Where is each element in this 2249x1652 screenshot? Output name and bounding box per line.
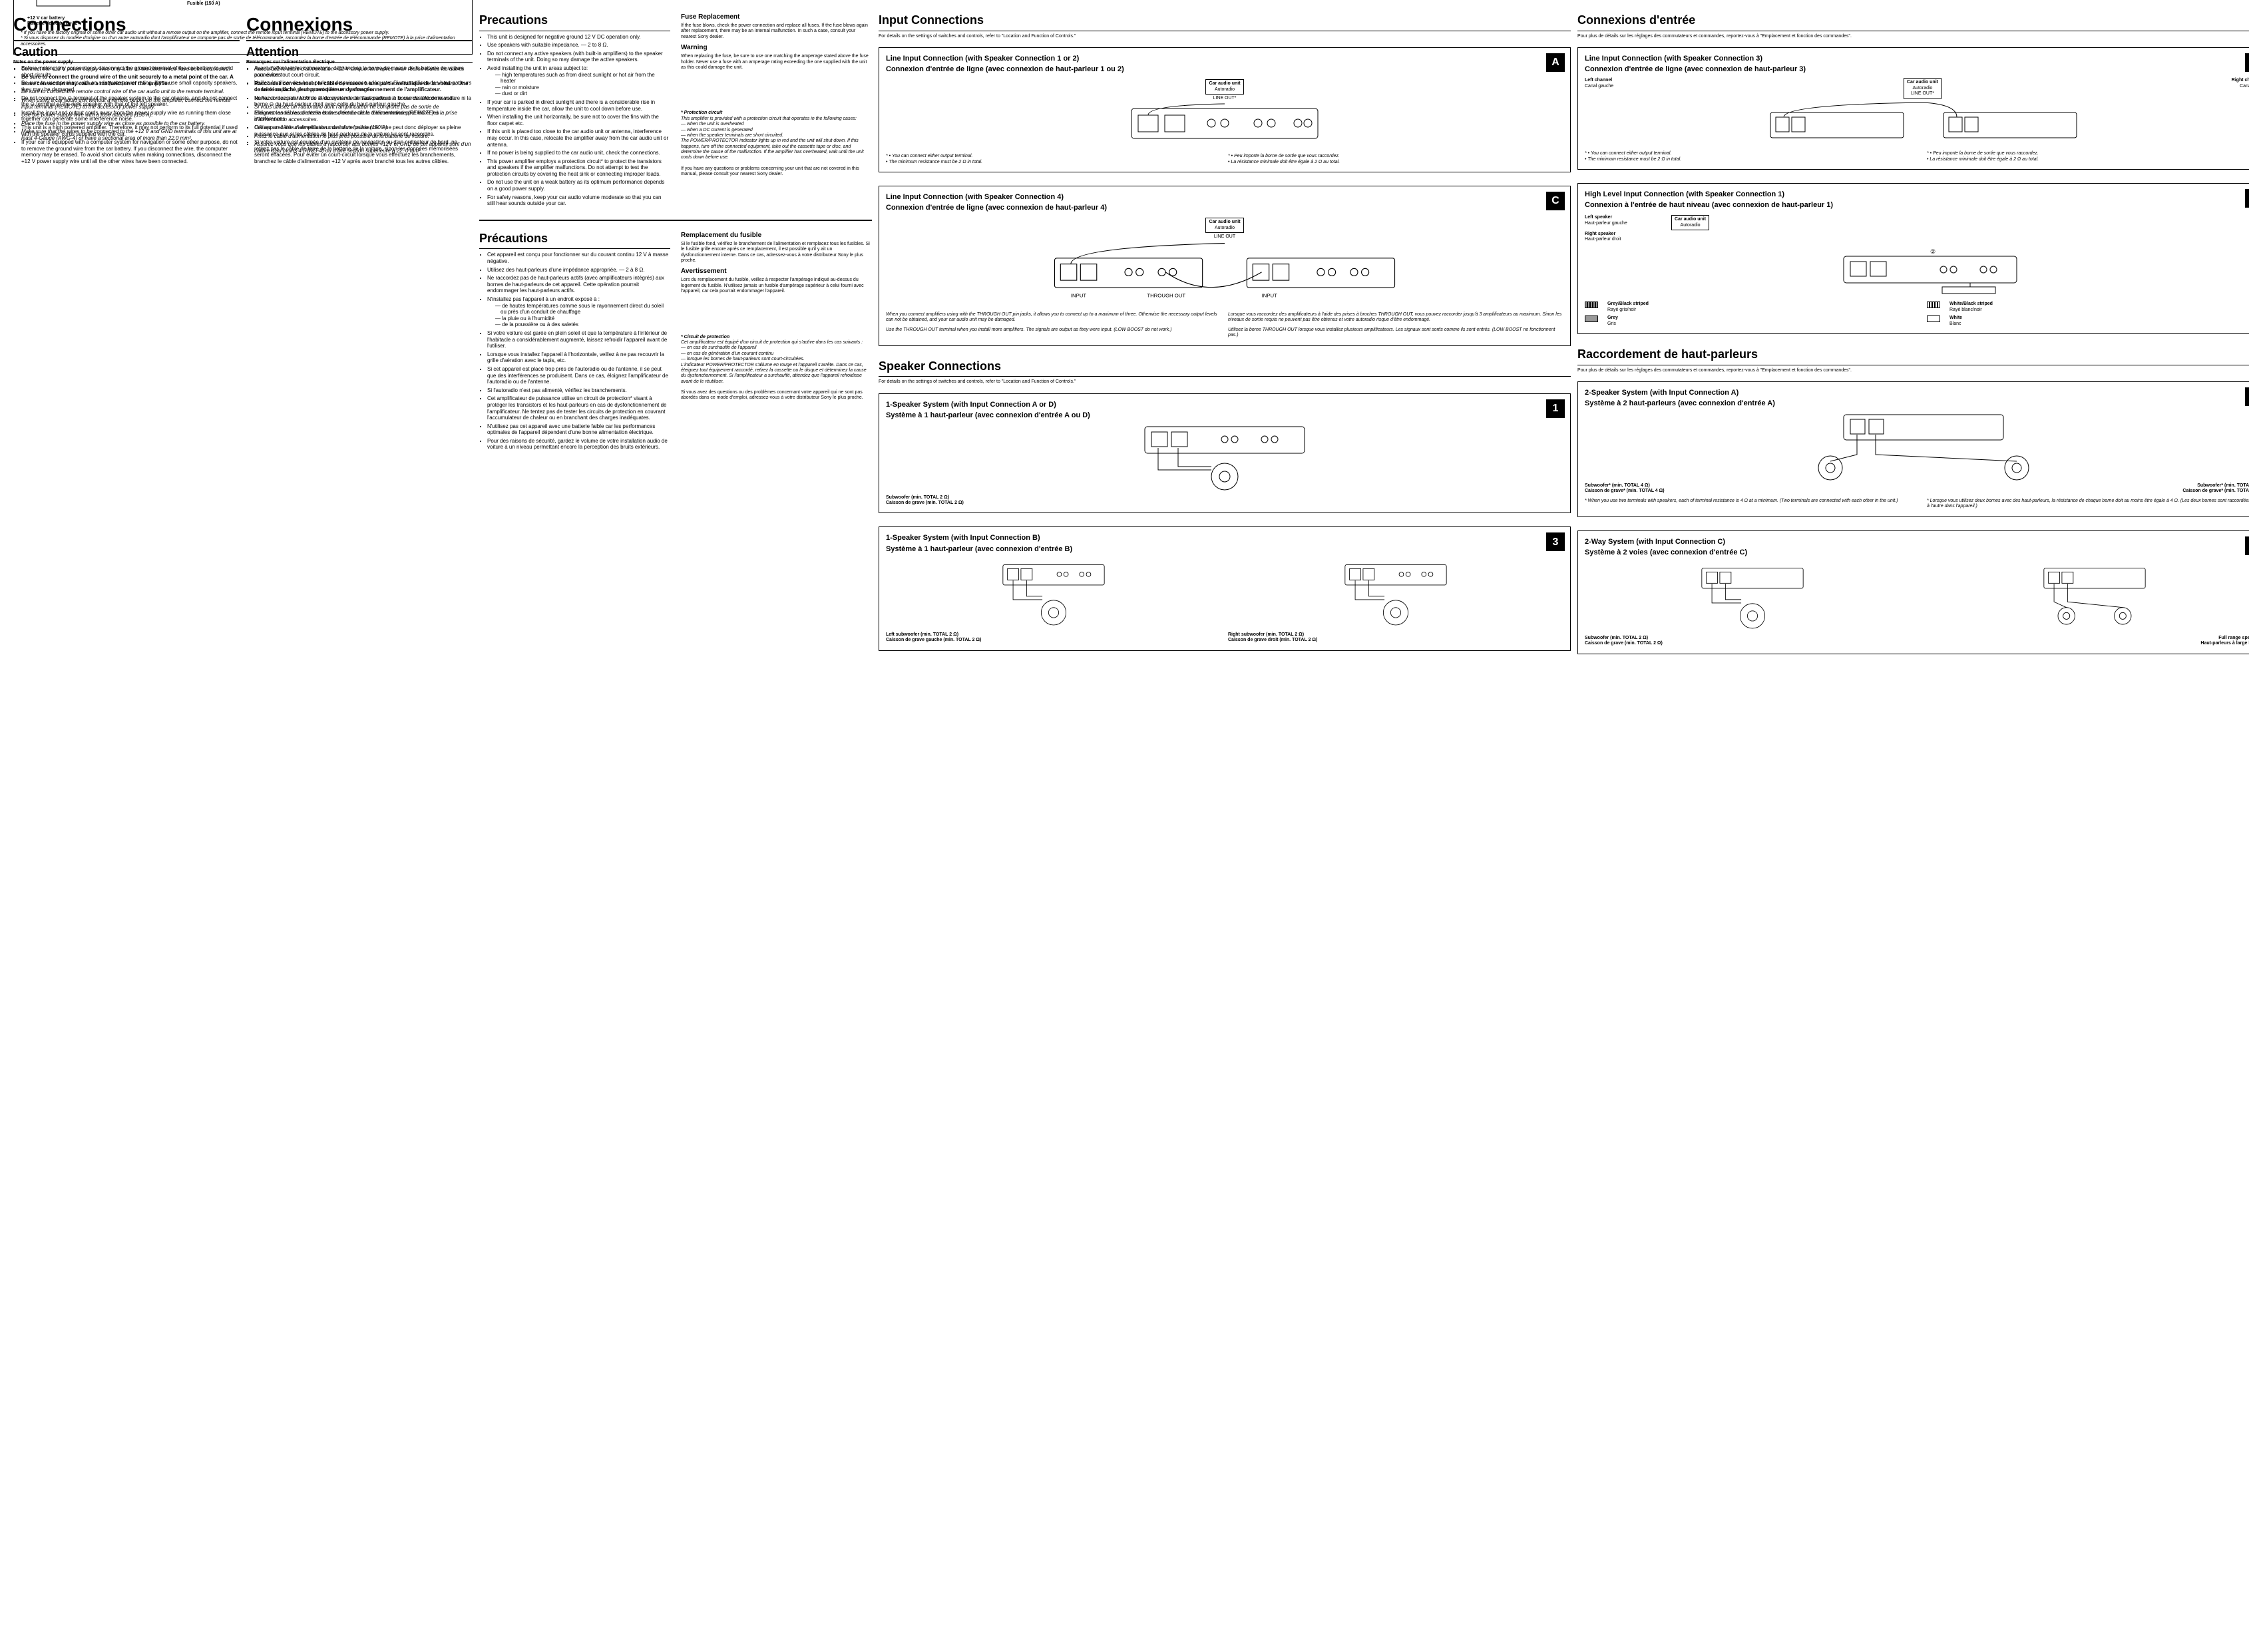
svg-text:THROUGH OUT: THROUGH OUT (1147, 293, 1185, 299)
swatch-white-black (1927, 302, 1940, 308)
panel-a-unit: Car audio unit Autoradio (1205, 79, 1243, 95)
fuse-warning-en: Warning (681, 44, 872, 52)
precautions-top: Precautions This unit is designed for ne… (479, 13, 872, 209)
panel-2-badge: 2 (2245, 387, 2249, 406)
svg-text:INPUT: INPUT (1262, 293, 1278, 299)
panel-4: 4 2-Way System (with Input Connection C)… (1577, 530, 2249, 654)
panel-d: D High Level Input Connection (with Spea… (1577, 183, 2249, 334)
swatch-grey-black (1585, 302, 1598, 308)
panel-1-badge: 1 (1546, 399, 1565, 418)
power-notes: Notes on the power supply Connect the +1… (13, 60, 473, 156)
power-notes-en: Connect the +12 V power supply wire only… (13, 66, 240, 142)
panel-a: A Line Input Connection (with Speaker Co… (879, 47, 1571, 172)
panel-a-title-fr: Connexion d'entrée de ligne (avec connex… (886, 65, 1563, 74)
fuse-title-fr: Remplacement du fusible (681, 232, 872, 240)
panel-2-title-en: 2-Speaker System (with Input Connection … (1585, 389, 2249, 397)
panel-3-title-fr: Système à 1 haut-parleur (avec connexion… (886, 545, 1563, 554)
speaker-header-en: Speaker Connections For details on the s… (879, 359, 1571, 385)
panel-4-diagram-r (1927, 562, 2249, 636)
panel-d-legend: Grey/Black stripedRayé gris/noir White/B… (1585, 302, 2249, 327)
panel-a-diagram (886, 102, 1563, 148)
panel-2: 2 2-Speaker System (with Input Connectio… (1577, 381, 2249, 517)
panel-a-badge: A (1546, 53, 1565, 72)
panel-4-diagram-l (1585, 562, 1920, 636)
panel-4-title-fr: Système à 2 voies (avec connexion d'entr… (1585, 548, 2249, 557)
fuse-title-en: Fuse Replacement (681, 13, 872, 21)
col-precautions: Precautions This unit is designed for ne… (479, 13, 872, 660)
panel-b-title-en: Line Input Connection (with Speaker Conn… (1585, 55, 2249, 63)
panel-c-badge: C (1546, 192, 1565, 210)
swatch-grey (1585, 315, 1598, 322)
fuse-warning-fr: Avertissement (681, 268, 872, 276)
panel-3-diagram-l (886, 559, 1221, 632)
panel-1-diagram (886, 420, 1563, 493)
power-notes-fr: Raccordez le câble d'alimentation +12 V … (246, 66, 473, 154)
precautions-bottom: Précautions Cet appareil est conçu pour … (479, 232, 872, 453)
panel-3-badge: 3 (1546, 532, 1565, 551)
precautions-title-en: Precautions (479, 13, 670, 28)
panel-2-title-fr: Système à 2 haut-parleurs (avec connexio… (1585, 399, 2249, 408)
panel-c-diagram: INPUT THROUGH OUT INPUT (886, 240, 1563, 306)
svg-text:②: ② (1930, 248, 1936, 255)
panel-c-title-fr: Connexion d'entrée de ligne (avec connex… (886, 204, 1563, 212)
panel-4-title-en: 2-Way System (with Input Connection C) (1585, 538, 2249, 546)
panel-b-unit: Car audio unit Autoradio LINE OUT* (1904, 78, 1942, 99)
swatch-white (1927, 315, 1940, 322)
panel-d-diagram: ② (1585, 243, 2249, 296)
panel-3-diagram-r (1228, 559, 1563, 632)
panel-d-unit: Car audio unit Autoradio (1671, 215, 1709, 230)
panel-d-title-en: High Level Input Connection (with Speake… (1585, 190, 2249, 199)
panel-b: B Line Input Connection (with Speaker Co… (1577, 47, 2249, 170)
speaker-header-fr: Raccordement de haut-parleurs Pour plus … (1577, 347, 2249, 373)
col-input-en: Input Connections For details on the set… (879, 13, 1571, 660)
panel-b-badge: B (2245, 53, 2249, 72)
panel-a-title-en: Line Input Connection (with Speaker Conn… (886, 55, 1563, 63)
panel-4-badge: 4 (2245, 536, 2249, 555)
panel-b-title-fr: Connexion d'entrée de ligne (avec connex… (1585, 65, 2249, 74)
panel-1: 1 1-Speaker System (with Input Connectio… (879, 393, 1571, 514)
panel-1-title-en: 1-Speaker System (with Input Connection … (886, 401, 1563, 409)
panel-c-unit: Car audio unit Autoradio (1205, 218, 1243, 233)
lower-left-stack: Make the terminal connections as illustr… (13, 0, 473, 156)
panel-d-badge: D (2245, 189, 2249, 208)
panel-1-title-fr: Système à 1 haut-parleur (avec connexion… (886, 411, 1563, 420)
panel-2-diagram (1585, 408, 2249, 481)
precautions-list-fr: Cet appareil est conçu pour fonctionner … (479, 252, 670, 451)
power-diagram: REM +12V GND + − (21, 0, 465, 15)
panel-d-title-fr: Connexion à l'entrée de haut niveau (ave… (1585, 201, 2249, 210)
input-header-fr: Connexions d'entrée Pour plus de détails… (1577, 13, 2249, 39)
precautions-title-fr: Précautions (479, 232, 670, 246)
precautions-list-en: This unit is designed for negative groun… (479, 34, 670, 207)
panel-b-diagram (1585, 99, 2249, 146)
input-header-en: Input Connections For details on the set… (879, 13, 1571, 39)
panel-3: 3 1-Speaker System (with Input Connectio… (879, 526, 1571, 650)
power-box: Power Connection Wires Câbles d'alimenta… (13, 0, 473, 55)
svg-text:INPUT: INPUT (1071, 293, 1087, 299)
panel-c: C Line Input Connection (with Speaker Co… (879, 186, 1571, 346)
panel-3-title-en: 1-Speaker System (with Input Connection … (886, 534, 1563, 542)
panel-c-title-en: Line Input Connection (with Speaker Conn… (886, 193, 1563, 202)
col-input-fr: Connexions d'entrée Pour plus de détails… (1577, 13, 2249, 660)
